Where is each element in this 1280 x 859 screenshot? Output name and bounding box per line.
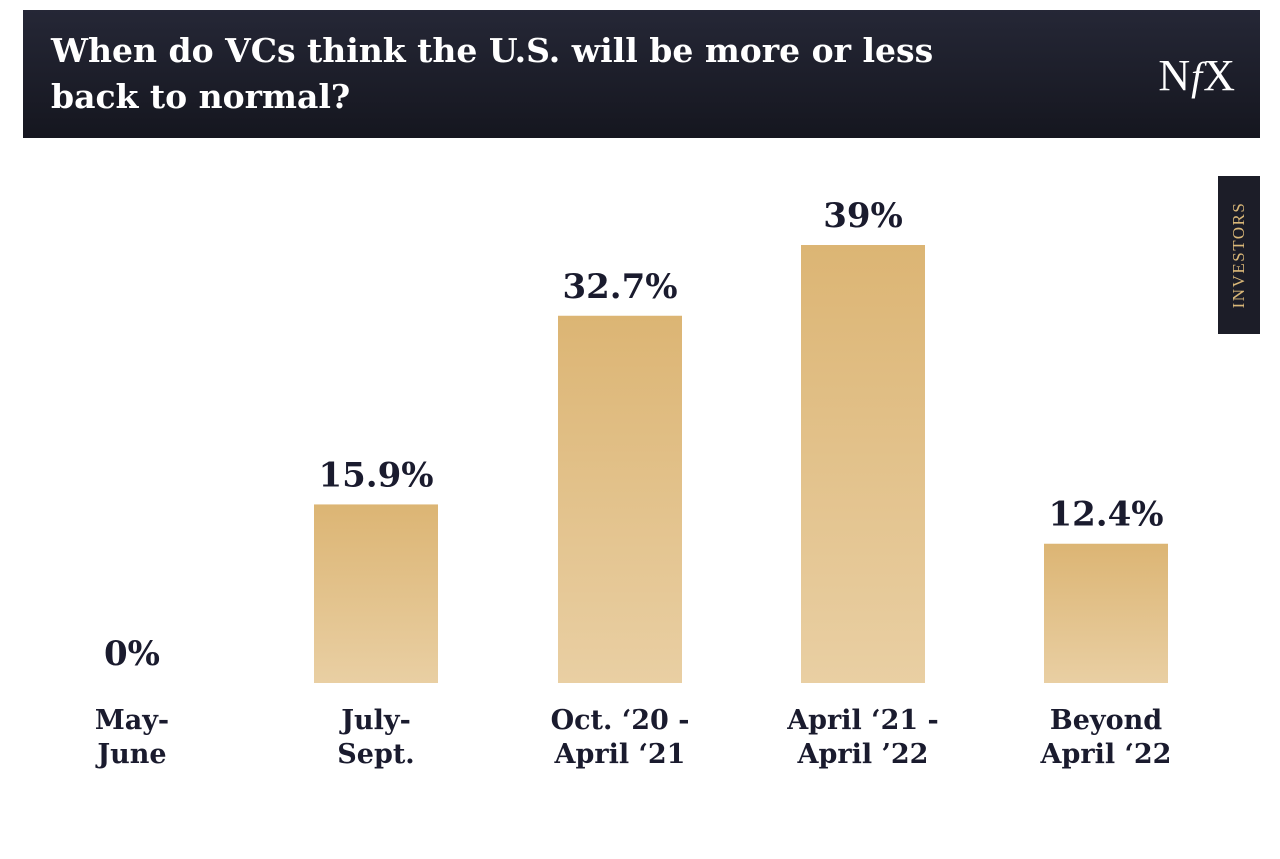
category-label-2-line-0: Oct. ‘20 - <box>551 705 690 736</box>
nfx-logo: NfX <box>1158 51 1236 100</box>
value-label-1: 15.9% <box>318 455 433 495</box>
category-label-1-line-0: July- <box>339 705 411 736</box>
category-label-0-line-1: June <box>95 739 166 770</box>
chart-title: When do VCs think the U.S. will be more … <box>51 28 1011 120</box>
category-label-4-line-0: Beyond <box>1050 705 1162 736</box>
title-line-2: back to normal? <box>51 77 351 116</box>
category-label-3-line-0: April ‘21 - <box>786 705 939 736</box>
bar-2 <box>558 315 682 683</box>
bar-4 <box>1044 543 1168 683</box>
value-label-2: 32.7% <box>562 267 677 307</box>
chart-header: When do VCs think the U.S. will be more … <box>23 10 1260 138</box>
bar-3 <box>801 245 925 683</box>
value-label-0: 0% <box>104 634 160 674</box>
value-label-4: 12.4% <box>1048 495 1163 535</box>
category-label-3-line-1: April ’22 <box>797 739 929 770</box>
value-label-3: 39% <box>823 196 903 236</box>
category-label-2-line-1: April ‘21 <box>554 739 686 770</box>
bar-1 <box>314 504 438 683</box>
title-line-1: When do VCs think the U.S. will be more … <box>51 31 934 70</box>
category-label-4-line-1: April ‘22 <box>1040 739 1172 770</box>
category-label-0-line-0: May- <box>95 705 169 736</box>
investors-tab: INVESTORS <box>1218 176 1260 334</box>
category-label-1-line-1: Sept. <box>337 739 414 770</box>
